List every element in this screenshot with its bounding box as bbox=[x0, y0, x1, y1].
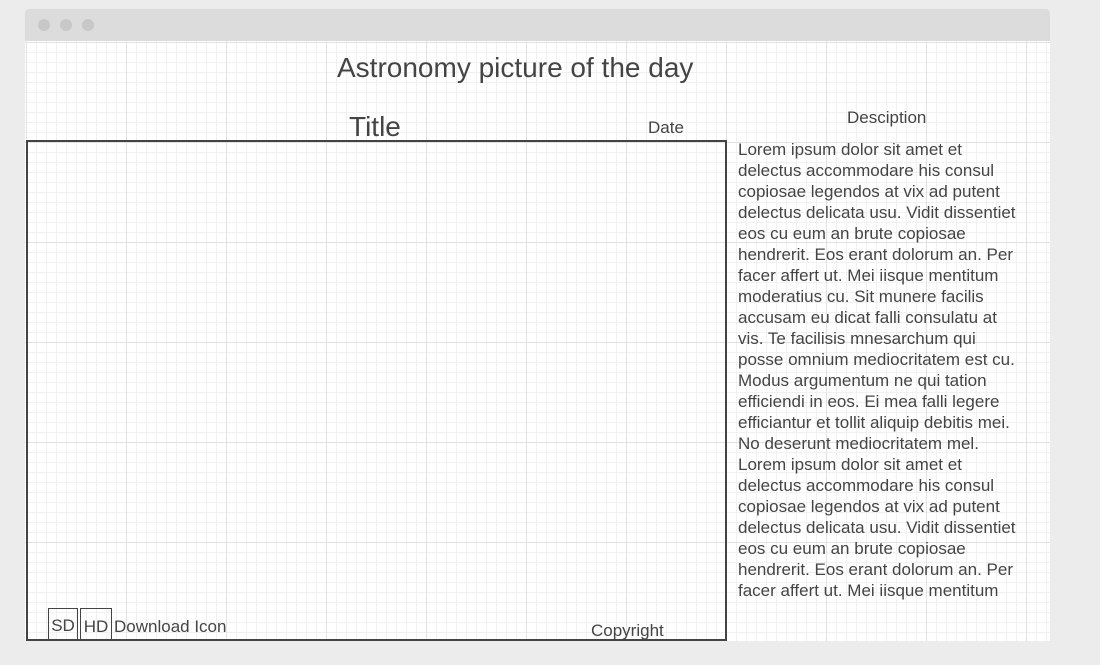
page-title: Astronomy picture of the day bbox=[337, 52, 694, 83]
description-line: delectus delicata usu. Vidit dissentiet bbox=[738, 518, 1016, 537]
description-line: facer affert ut. Mei iisque mentitum bbox=[738, 581, 999, 600]
picture-title: Title bbox=[349, 111, 401, 142]
description-line: hendrerit. Eos erant dolorum an. Per bbox=[738, 560, 1013, 579]
description-line: facer affert ut. Mei iisque mentitum bbox=[738, 266, 999, 285]
description-line: copiosae legendos at vix ad putent bbox=[738, 497, 1000, 516]
description-line: eos cu eum an brute copiosae bbox=[738, 224, 966, 243]
description-line: Lorem ipsum dolor sit amet et bbox=[738, 455, 962, 474]
description-line: delectus accommodare his consul bbox=[738, 476, 995, 495]
description-text: Lorem ipsum dolor sit amet et delectus ac… bbox=[738, 139, 1016, 601]
description-line: delectus delicata usu. Vidit dissentiet bbox=[738, 203, 1016, 222]
window-button[interactable] bbox=[38, 19, 50, 31]
sd-button[interactable]: SD bbox=[48, 608, 78, 640]
picture-frame bbox=[26, 140, 727, 641]
description-line: vis. Te facilisis mnesarchum qui bbox=[738, 329, 976, 348]
description-line: Lorem ipsum dolor sit amet et bbox=[738, 140, 962, 159]
hd-button[interactable]: HD bbox=[80, 608, 112, 640]
description-line: hendrerit. Eos erant dolorum an. Per bbox=[738, 245, 1013, 264]
window-button[interactable] bbox=[60, 19, 72, 31]
description-line: accusam eu dicat falli consulatu at bbox=[738, 308, 997, 327]
description-line: posse omnium mediocritatem est cu. bbox=[738, 350, 1015, 369]
download-icon[interactable]: Download Icon bbox=[114, 617, 227, 636]
description-line: delectus accommodare his consul bbox=[738, 161, 995, 180]
window-button[interactable] bbox=[82, 19, 94, 31]
title-bar bbox=[25, 9, 1050, 41]
description-line: moderatius cu. Sit munere facilis bbox=[738, 287, 984, 306]
description-line: copiosae legendos at vix ad putent bbox=[738, 182, 1000, 201]
picture-date: Date bbox=[648, 118, 684, 137]
copyright: Copyright bbox=[591, 621, 664, 640]
description-line: eos cu eum an brute copiosae bbox=[738, 539, 966, 558]
description-line: efficiantur et tollit aliquip debitis me… bbox=[738, 413, 1010, 432]
description-line: efficiendi in eos. Ei mea falli legere bbox=[738, 392, 1000, 411]
description-line: Modus argumentum ne qui tation bbox=[738, 371, 987, 390]
description-heading: Desciption bbox=[847, 108, 927, 127]
description-line: No deserunt mediocritatem mel. bbox=[738, 434, 979, 453]
